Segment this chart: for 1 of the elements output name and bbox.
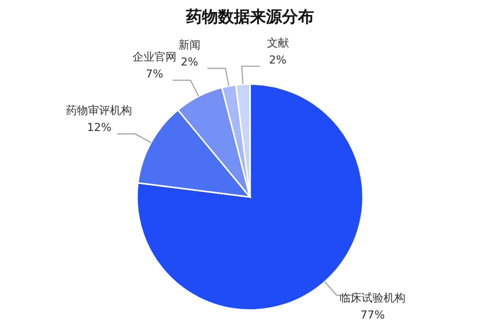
- chart-title: 药物数据来源分布: [185, 7, 314, 26]
